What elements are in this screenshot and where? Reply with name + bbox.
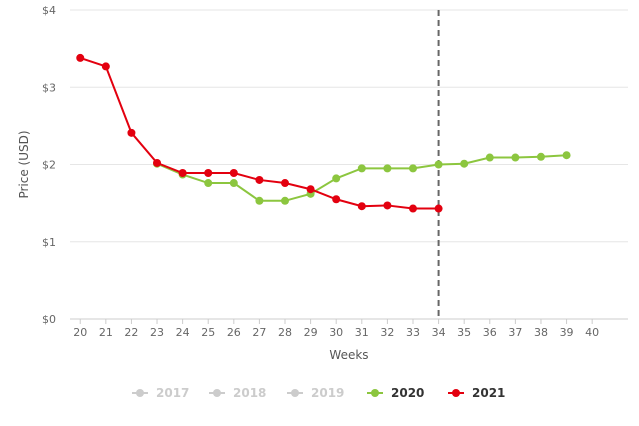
legend-item-2017[interactable]: 2017 bbox=[132, 386, 189, 400]
y-tick-label: $0 bbox=[42, 313, 56, 326]
data-point-2020[interactable] bbox=[460, 159, 469, 168]
data-point-2020[interactable] bbox=[255, 196, 264, 205]
x-tick-label: 23 bbox=[150, 326, 164, 339]
x-tick-label: 26 bbox=[227, 326, 241, 339]
legend-item-2019[interactable]: 2019 bbox=[287, 386, 344, 400]
x-tick-label: 34 bbox=[432, 326, 446, 339]
y-tick-label: $1 bbox=[42, 236, 56, 249]
legend: 2017 2018 2019 2020 2021 bbox=[132, 386, 505, 400]
data-point-2021[interactable] bbox=[76, 53, 85, 62]
data-point-2020[interactable] bbox=[332, 174, 341, 183]
series-line-2020 bbox=[156, 154, 567, 202]
data-point-2021[interactable] bbox=[178, 168, 187, 177]
data-point-2020[interactable] bbox=[357, 164, 366, 173]
x-tick-label: 35 bbox=[457, 326, 471, 339]
y-axis-title: Price (USD) bbox=[17, 130, 31, 198]
data-point-2020[interactable] bbox=[204, 179, 213, 188]
data-point-2021[interactable] bbox=[357, 202, 366, 211]
data-point-2021[interactable] bbox=[281, 179, 290, 188]
legend-marker-icon bbox=[213, 389, 221, 397]
data-point-2021[interactable] bbox=[408, 204, 417, 213]
x-tick-label: 38 bbox=[534, 326, 548, 339]
legend-label: 2021 bbox=[472, 386, 505, 400]
legend-label: 2017 bbox=[156, 386, 189, 400]
x-tick-label: 29 bbox=[304, 326, 318, 339]
x-tick-label: 31 bbox=[355, 326, 369, 339]
data-point-2020[interactable] bbox=[281, 196, 290, 205]
legend-marker-icon bbox=[452, 389, 460, 397]
data-point-2020[interactable] bbox=[485, 153, 494, 162]
data-point-2020[interactable] bbox=[383, 164, 392, 173]
legend-label: 2019 bbox=[311, 386, 344, 400]
axis-layer bbox=[70, 318, 628, 324]
data-point-2021[interactable] bbox=[229, 168, 238, 177]
data-point-2021[interactable] bbox=[204, 168, 213, 177]
y-tick-label: $3 bbox=[42, 81, 56, 94]
legend-item-2018[interactable]: 2018 bbox=[209, 386, 266, 400]
legend-marker-icon bbox=[291, 389, 299, 397]
data-point-2020[interactable] bbox=[434, 160, 443, 169]
data-point-2021[interactable] bbox=[383, 201, 392, 210]
data-point-2020[interactable] bbox=[562, 151, 571, 160]
x-axis-title: Weeks bbox=[329, 348, 368, 362]
data-point-2021[interactable] bbox=[306, 185, 315, 194]
data-point-2021[interactable] bbox=[101, 62, 110, 71]
data-point-2021[interactable] bbox=[153, 158, 162, 167]
x-tick-label: 39 bbox=[560, 326, 574, 339]
data-point-2020[interactable] bbox=[408, 164, 417, 173]
x-tick-label: 20 bbox=[73, 326, 87, 339]
legend-item-2020[interactable]: 2020 bbox=[367, 386, 424, 400]
x-tick-label: 30 bbox=[329, 326, 343, 339]
legend-marker-icon bbox=[371, 389, 379, 397]
x-tick-label: 24 bbox=[176, 326, 190, 339]
legend-label: 2018 bbox=[233, 386, 266, 400]
data-point-2021[interactable] bbox=[127, 128, 136, 137]
data-point-2020[interactable] bbox=[511, 153, 520, 162]
x-tick-label: 37 bbox=[508, 326, 522, 339]
data-point-2020[interactable] bbox=[229, 179, 238, 188]
y-tick-label: $2 bbox=[42, 159, 56, 172]
x-tick-label: 36 bbox=[483, 326, 497, 339]
grid-layer bbox=[70, 9, 628, 243]
data-point-2021[interactable] bbox=[434, 204, 443, 213]
x-tick-label: 28 bbox=[278, 326, 292, 339]
data-point-2021[interactable] bbox=[255, 175, 264, 184]
data-point-2021[interactable] bbox=[332, 195, 341, 204]
x-tick-label: 32 bbox=[380, 326, 394, 339]
data-point-2020[interactable] bbox=[536, 152, 545, 161]
x-tick-label: 21 bbox=[99, 326, 113, 339]
x-tick-label: 22 bbox=[124, 326, 138, 339]
legend-label: 2020 bbox=[391, 386, 424, 400]
y-tick-label: $4 bbox=[42, 4, 56, 17]
x-tick-label: 33 bbox=[406, 326, 420, 339]
legend-item-2021[interactable]: 2021 bbox=[448, 386, 505, 400]
x-tick-label: 25 bbox=[201, 326, 215, 339]
tick-label-layer: $0 $1 $2 $3 $4 20 21 22 23 24 25 26 27 28 29 30 31 32 33 34… bbox=[42, 4, 599, 339]
series-layer bbox=[76, 53, 571, 213]
x-tick-label: 27 bbox=[252, 326, 266, 339]
legend-marker-icon bbox=[136, 389, 144, 397]
x-tick-label: 40 bbox=[585, 326, 599, 339]
